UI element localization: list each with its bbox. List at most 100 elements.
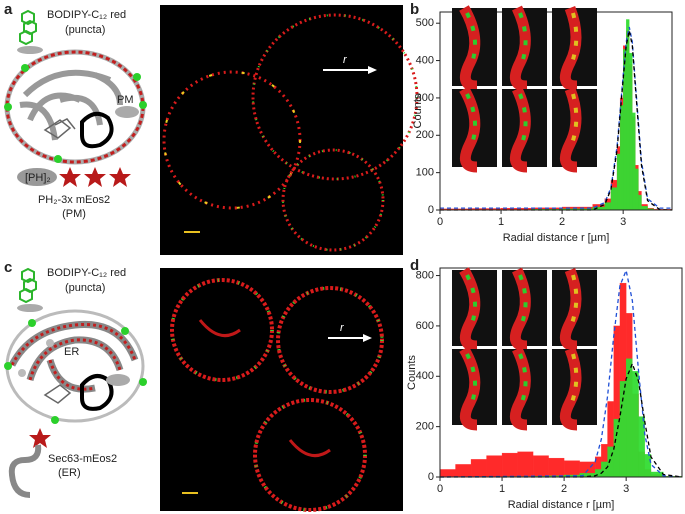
y-tick-label: 100 (416, 167, 434, 179)
construct-label: Sec63-mEos2 (48, 453, 117, 465)
y-axis-label: Counts (412, 93, 424, 128)
inset-structure (570, 12, 579, 64)
histogram-bar (486, 455, 503, 478)
inset-structure (570, 353, 579, 403)
histogram-bar (470, 459, 487, 478)
y-tick-label: 500 (416, 17, 434, 29)
histogram-bar (619, 105, 624, 211)
x-tick-label: 2 (561, 483, 567, 495)
inset-structure (509, 5, 531, 92)
x-tick-label: 0 (437, 216, 443, 228)
probe-label: BODIPY-C₁₂ red (47, 267, 126, 279)
inset-structure (570, 274, 579, 324)
construct-note: (PM) (62, 208, 86, 220)
micrograph-a: r (160, 5, 419, 255)
y-tick-label: 200 (416, 421, 434, 433)
inset-structure (459, 86, 481, 173)
y-tick-label: 300 (416, 92, 434, 104)
probe-label: BODIPY-C₁₂ red (47, 9, 126, 21)
panel-label: b (410, 1, 419, 18)
inset-structure (465, 353, 478, 403)
dimer-label: [PH]₂ (25, 172, 51, 184)
micrograph-c: r (160, 268, 403, 512)
histogram-bar (644, 454, 652, 478)
histogram-bar (619, 381, 627, 478)
inset-structure (459, 5, 481, 92)
inset-structure (509, 346, 531, 431)
histogram-bar (439, 469, 456, 478)
x-tick-label: 3 (620, 216, 626, 228)
histogram-bar (604, 202, 612, 211)
histogram-bar (455, 464, 472, 478)
membrane-label: ER (64, 346, 79, 358)
probe-note: (puncta) (65, 24, 105, 36)
x-tick-label: 2 (559, 216, 565, 228)
panel-label: a (4, 1, 13, 18)
y-tick-label: 200 (416, 129, 434, 141)
panel-label: d (410, 257, 419, 274)
histogram-bar (532, 455, 549, 478)
inset-structure (459, 267, 481, 352)
fit-curve (440, 30, 673, 211)
histogram-bar (517, 451, 534, 478)
inset-structure (518, 353, 528, 403)
inset-structure (459, 346, 481, 431)
histogram-bar (626, 19, 630, 211)
inset-structure (570, 93, 579, 145)
inset-structure (509, 86, 531, 173)
inset-structure (465, 12, 478, 64)
y-tick-label: 600 (416, 320, 434, 332)
y-tick-label: 400 (416, 54, 434, 66)
x-tick-label: 1 (499, 483, 505, 495)
x-axis-label: Radial distance r [µm] (508, 499, 615, 511)
y-axis-label: Counts (406, 355, 418, 390)
histogram-bar (650, 471, 664, 478)
histogram-bar (638, 194, 642, 211)
axes-frame (439, 267, 683, 478)
schematic-a: a BODIPY-C₁₂ red (puncta) PM [PH]₂ PH₂-3… (4, 1, 147, 220)
inset-structure (559, 6, 582, 92)
inset-structure (465, 274, 478, 324)
histogram-bar (613, 418, 621, 478)
histogram-bar (626, 358, 633, 478)
y-tick-label: 0 (428, 471, 434, 483)
histogram-bar (629, 52, 633, 211)
y-tick-label: 800 (416, 269, 434, 281)
x-tick-label: 3 (623, 483, 629, 495)
histogram-bar (616, 153, 621, 211)
inset-structure (465, 93, 478, 145)
histogram-bar (607, 446, 614, 478)
y-tick-label: 400 (416, 370, 434, 382)
histogram-bar (641, 206, 648, 211)
inset-structure (509, 267, 531, 352)
histogram-bar (501, 452, 518, 478)
inset-structure (518, 12, 528, 64)
inset-structure (559, 267, 582, 352)
histogram-bar (563, 460, 580, 478)
histogram-bar (610, 187, 618, 211)
construct-note: (ER) (58, 467, 81, 479)
x-tick-label: 1 (498, 216, 504, 228)
histogram-bar (548, 457, 565, 478)
inset-structure (518, 274, 528, 324)
schematic-c: c BODIPY-C₁₂ red (puncta) ER Sec63-mEos2… (4, 259, 147, 498)
probe-note: (puncta) (65, 282, 105, 294)
fit-curve (439, 268, 683, 478)
histogram-bar (635, 168, 639, 211)
x-axis-label: Radial distance r [µm] (503, 232, 610, 244)
y-tick-label: 0 (428, 204, 434, 216)
histogram-bar (632, 371, 639, 478)
membrane-label: PM (117, 94, 134, 106)
radius-label: r (343, 54, 348, 66)
fit-curve (440, 361, 683, 478)
histogram-bar (601, 461, 608, 478)
x-tick-label: 0 (437, 483, 443, 495)
histogram-bar (632, 112, 636, 211)
fit-curve (440, 26, 672, 209)
construct-label: PH₂-3x mEos2 (38, 194, 110, 206)
inset-structure (559, 346, 582, 431)
panel-label: c (4, 259, 12, 276)
radius-label: r (340, 322, 345, 334)
inset-structure (518, 93, 528, 145)
